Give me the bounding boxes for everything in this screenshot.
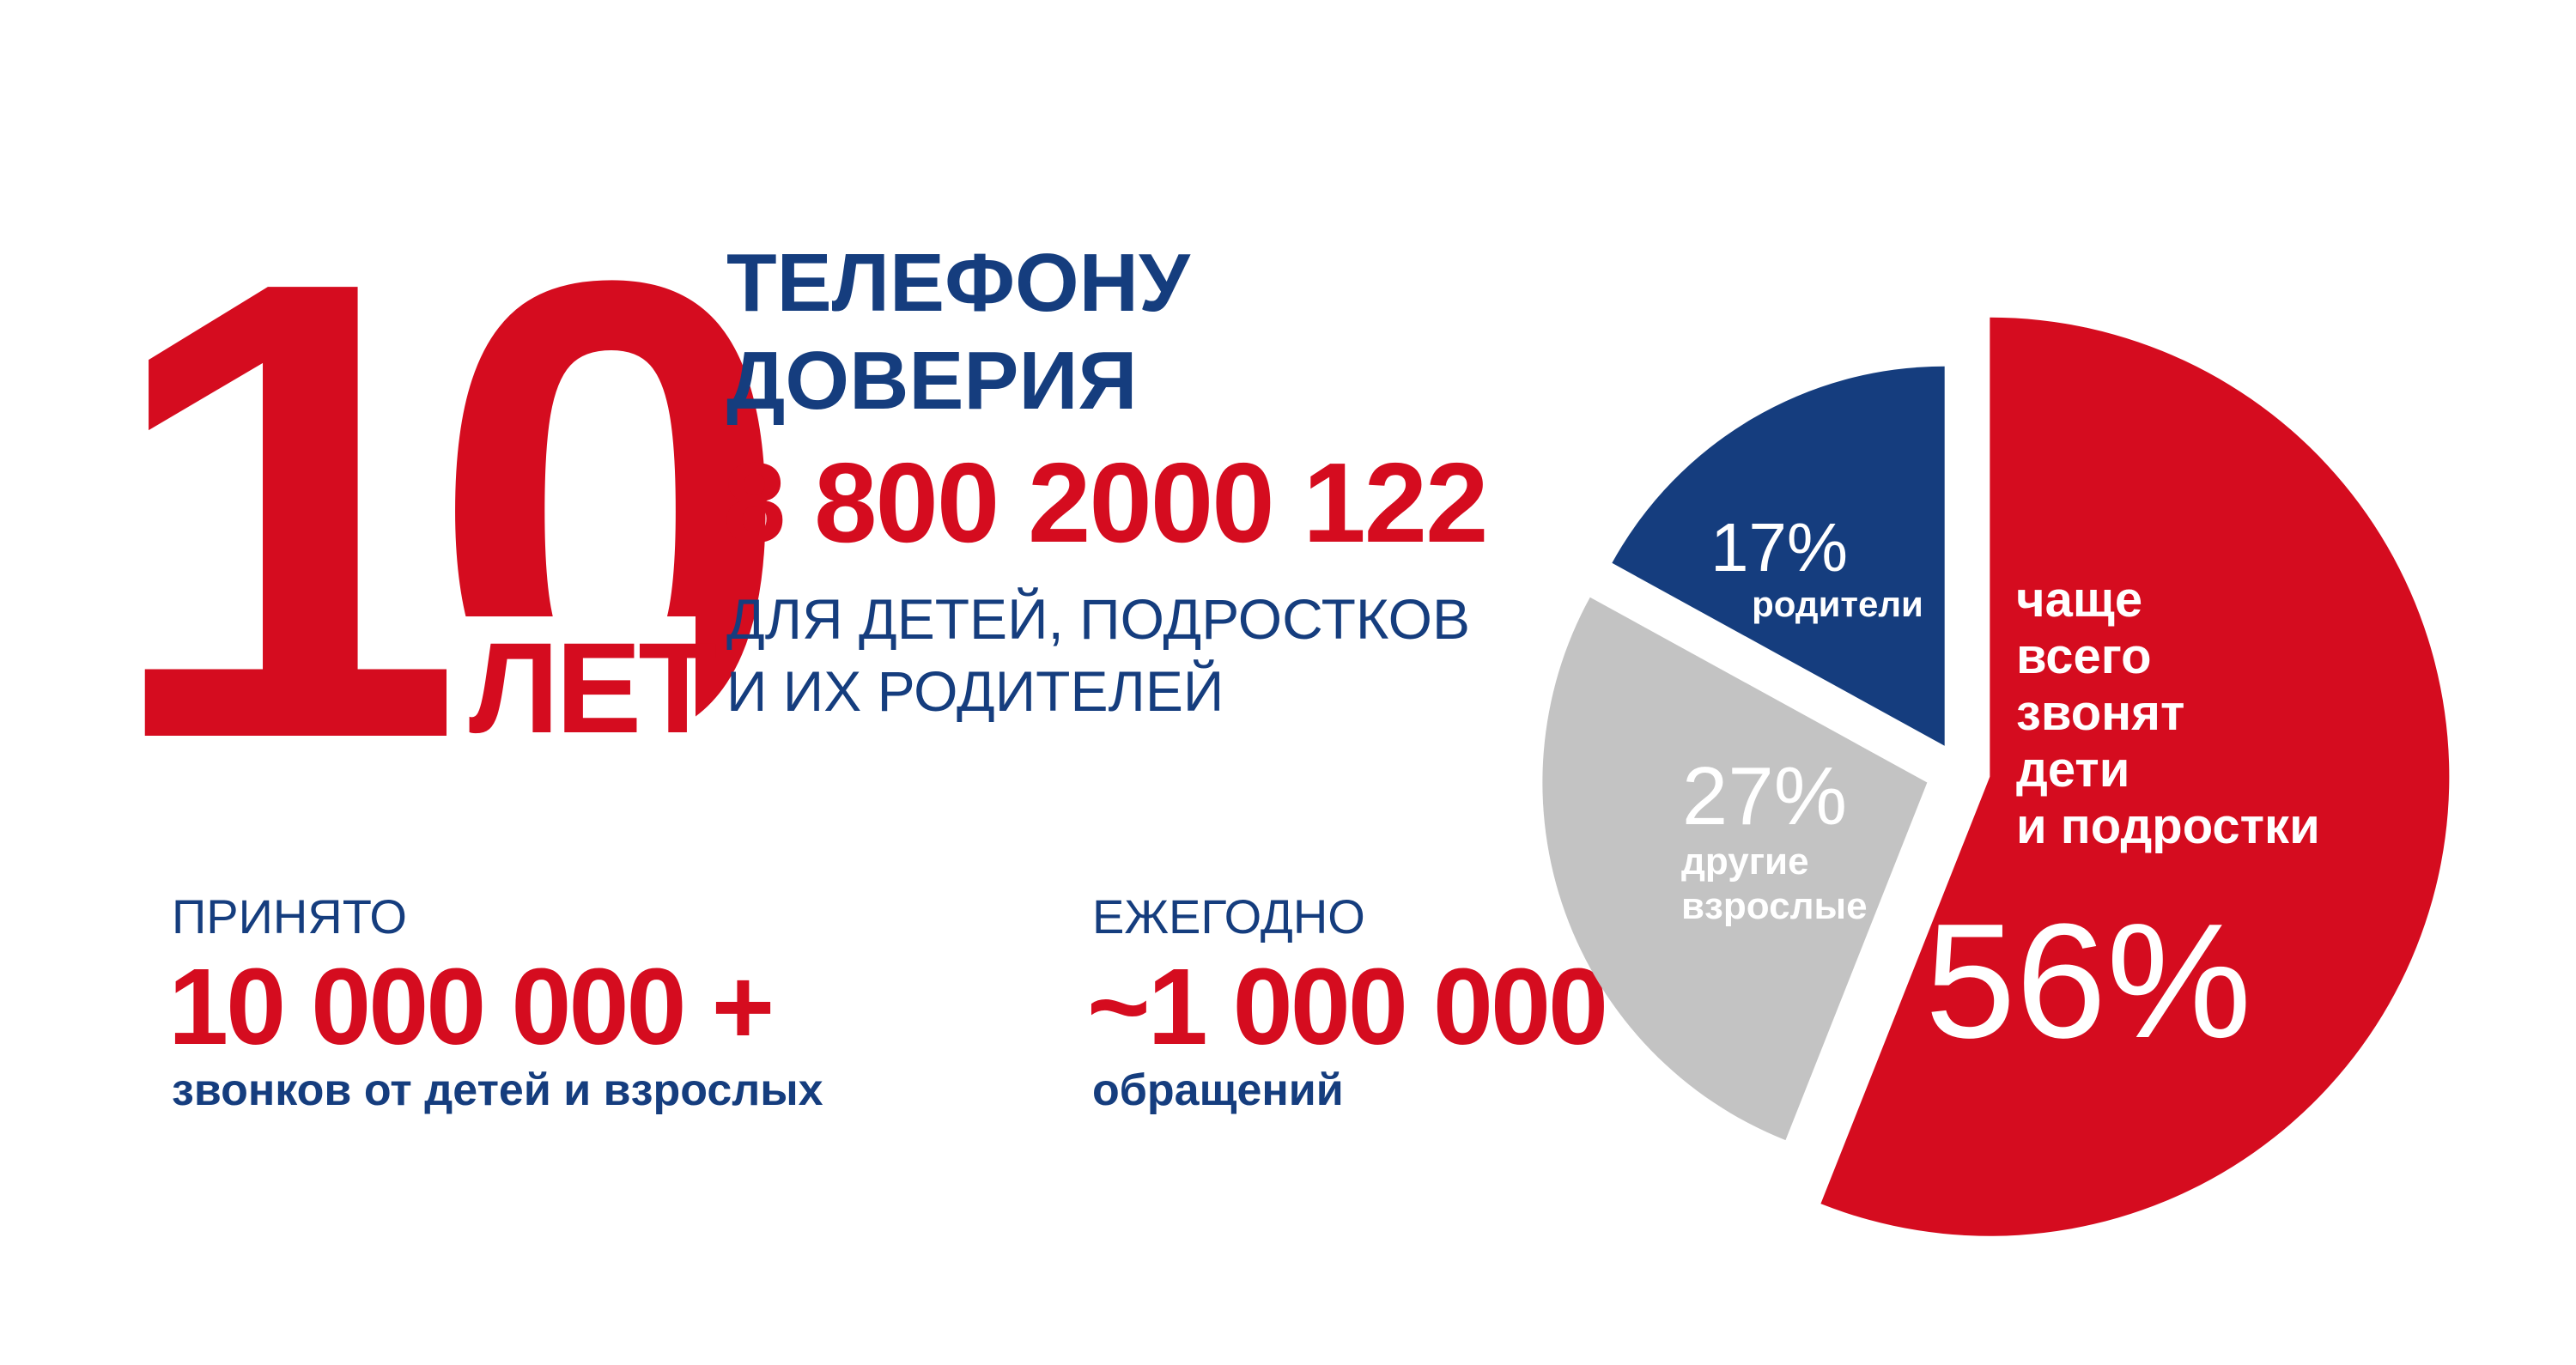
stat-received-value: 10 000 000 +: [168, 946, 775, 1067]
pie-slice-1: [1542, 597, 1928, 1141]
pie-label-children: дети: [2016, 742, 2129, 798]
pie-label-parents: родители: [1752, 584, 1923, 624]
hotline-phone-number[interactable]: 8 800 2000 122: [723, 440, 1489, 566]
pie-label-other-adults: взрослые: [1681, 885, 1868, 927]
pie-label-children: чаще: [2016, 572, 2142, 628]
pie-label-children: звонят: [2016, 685, 2184, 741]
title-line-2: ДОВЕРИЯ: [726, 335, 1138, 427]
pie-value-parents: 17%: [1710, 509, 1848, 585]
pie-label-children: всего: [2016, 628, 2152, 684]
title-line-1: ТЕЛЕФОНУ: [726, 237, 1190, 329]
audience-line-2: И ИХ РОДИТЕЛЕЙ: [726, 659, 1224, 723]
pie-label-children: и подростки: [2016, 798, 2320, 854]
pie-slice-0: [1612, 366, 1945, 746]
years-word-backdrop: [447, 616, 696, 771]
stat-yearly-value: ~1 000 000: [1087, 946, 1608, 1067]
audience-line-1: ДЛЯ ДЕТЕЙ, ПОДРОСТКОВ: [726, 587, 1470, 651]
stat-yearly-label: ЕЖЕГОДНО: [1092, 889, 1365, 943]
hero-digit-one: 1: [101, 146, 486, 875]
pie-label-other-adults: другие: [1681, 840, 1809, 883]
stat-received-caption: звонков от детей и взрослых: [172, 1065, 823, 1115]
pie-value-children: 56%: [1925, 890, 2251, 1072]
stat-yearly-caption: обращений: [1092, 1065, 1344, 1115]
stat-received-label: ПРИНЯТО: [172, 889, 407, 943]
pie-slice-2: [1820, 317, 2450, 1236]
years-word: ЛЕТ: [469, 616, 717, 760]
pie-value-other-adults: 27%: [1682, 750, 1847, 842]
